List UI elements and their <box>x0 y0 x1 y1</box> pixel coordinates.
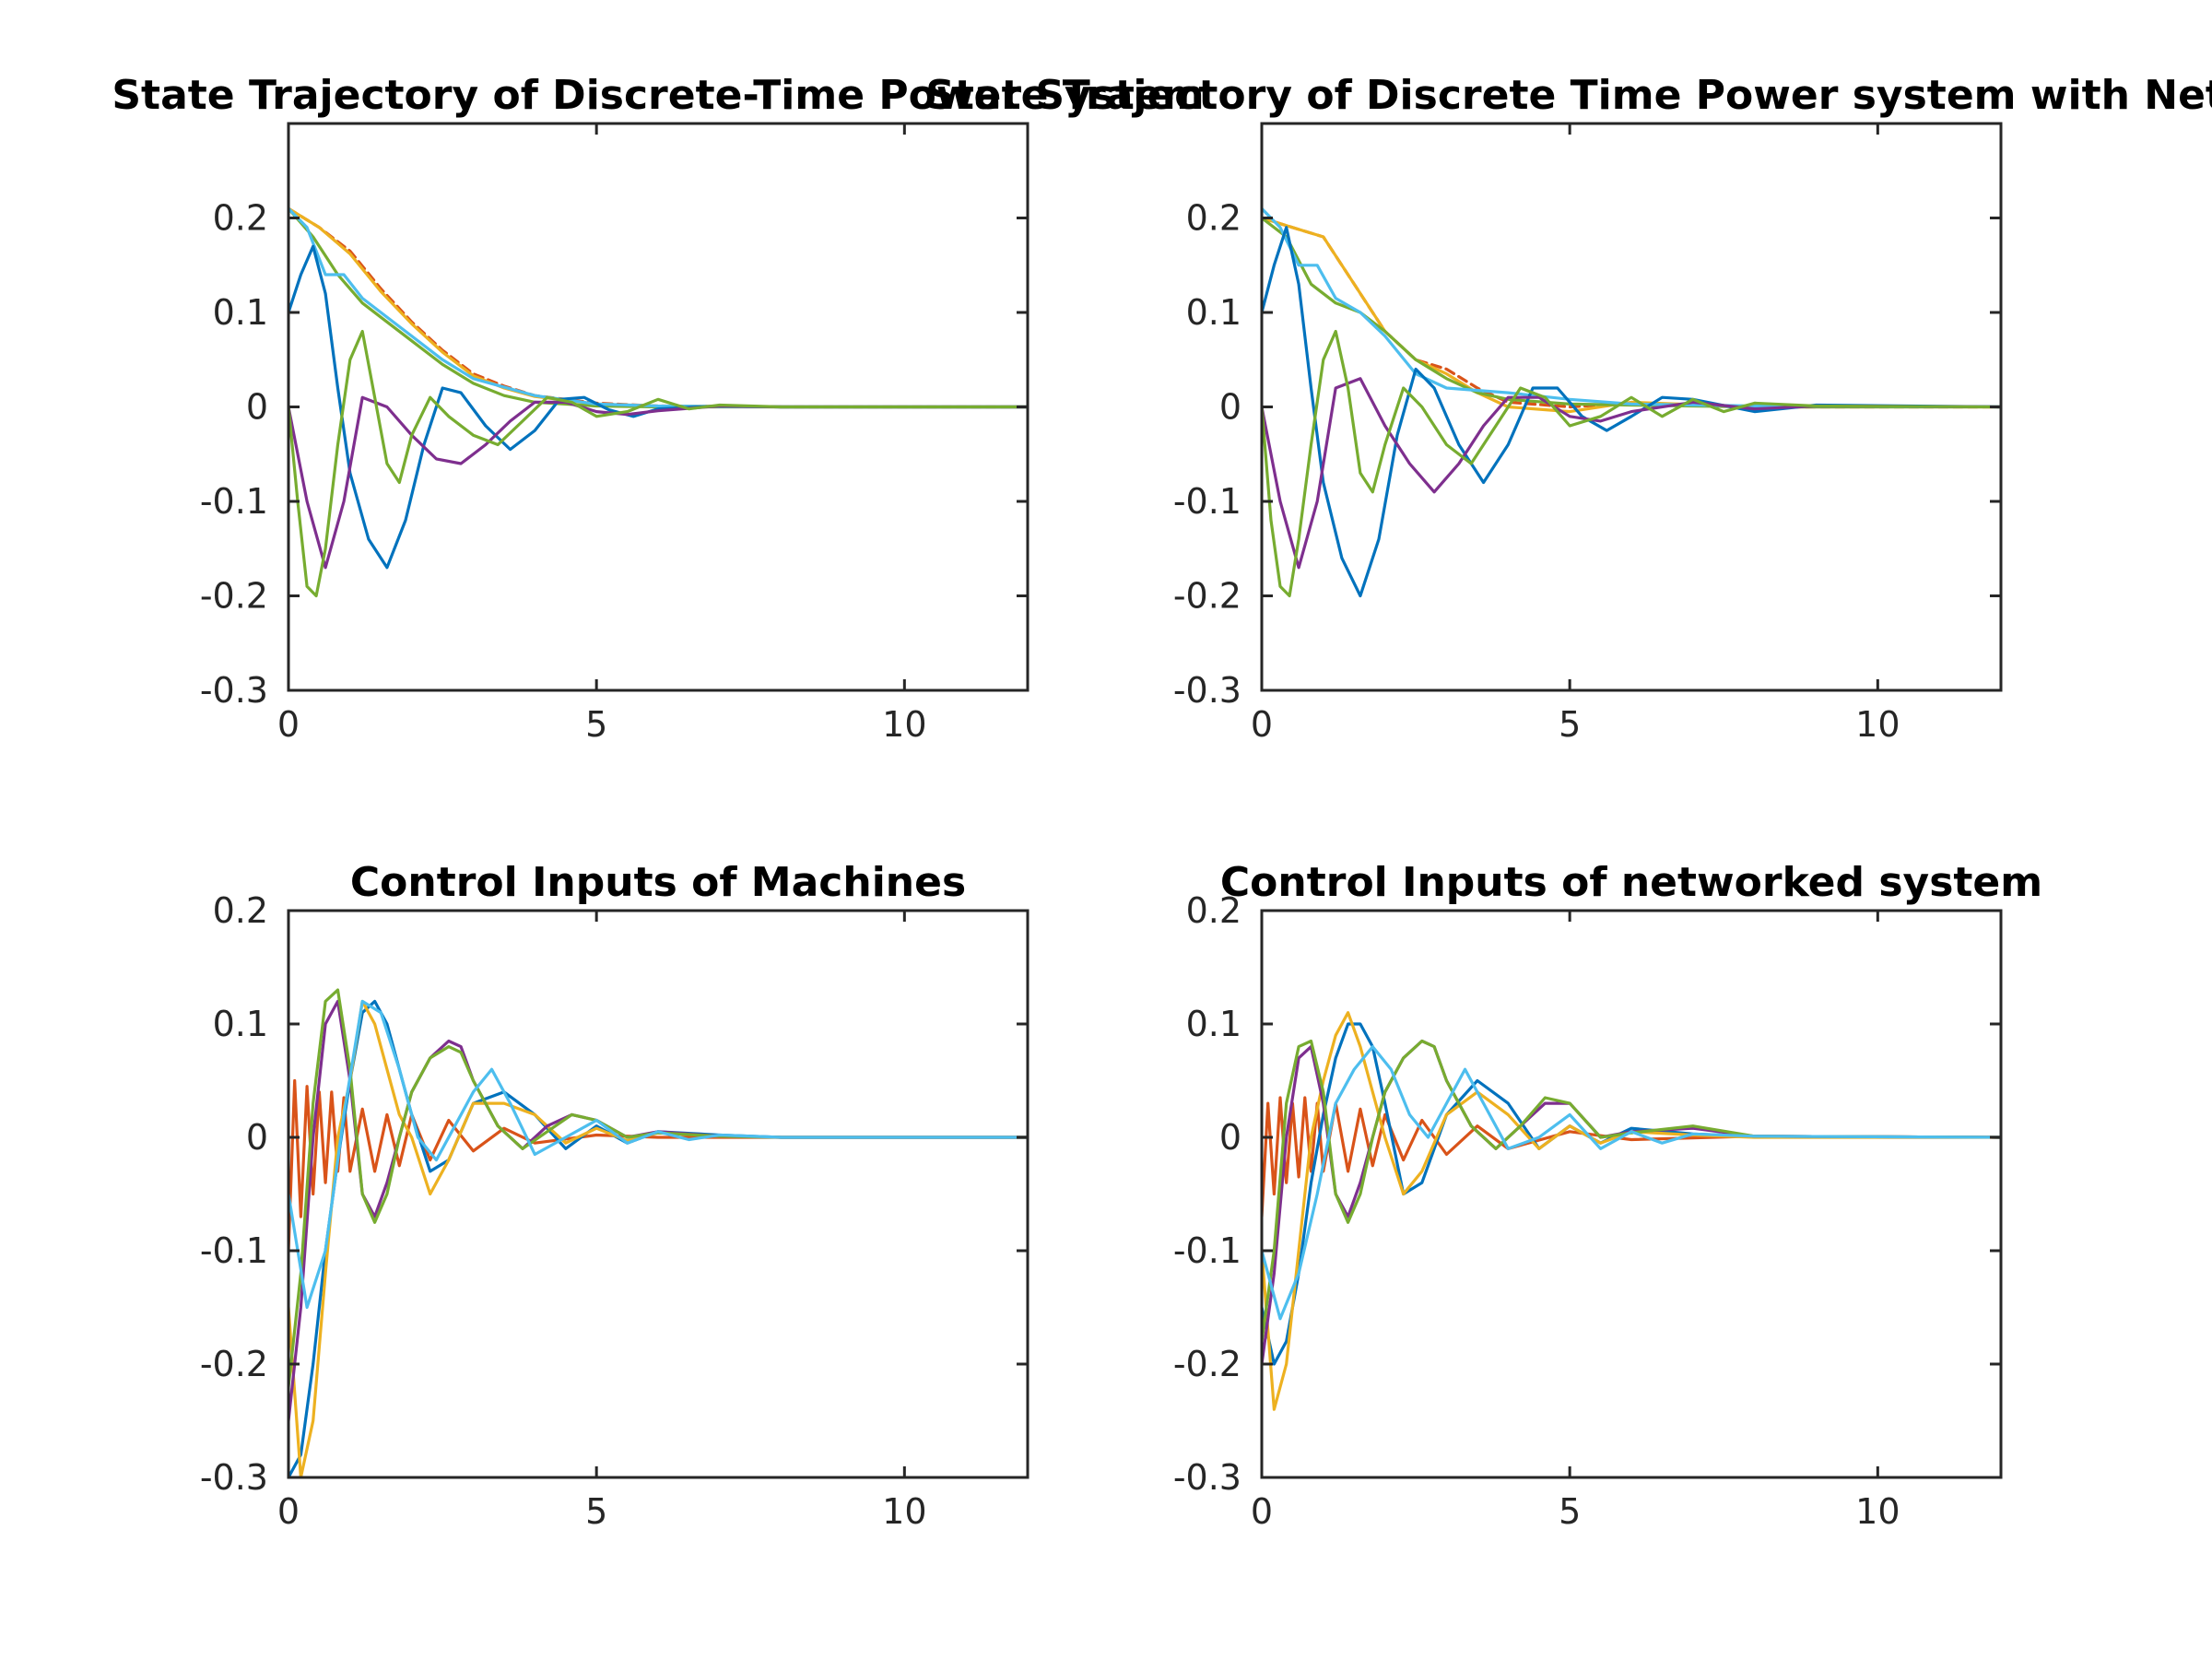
axes-box <box>1260 909 2003 1479</box>
y-tick-label: -0.1 <box>1173 481 1241 522</box>
series-line-1 <box>288 1078 1028 1253</box>
subplot-control-inputs-machines: 0 5 10 -0.3 -0.2 -0.1 0 0.1 0.2 Control Inputs of… <box>200 859 1030 1532</box>
axes-frame <box>287 909 1030 1479</box>
x-tick-label: 5 <box>585 704 607 745</box>
series-line-6 <box>1262 1044 2001 1321</box>
series-line-5 <box>1262 1039 2001 1344</box>
y-tick-label: 0 <box>246 1117 268 1158</box>
y-tick-label: -0.3 <box>1173 670 1241 711</box>
subplot-title: State Trajectory of Discrete Time Power … <box>925 72 2212 119</box>
x-tick-label: 0 <box>277 1491 300 1532</box>
series-group <box>1262 1011 2001 1411</box>
series-line-7 <box>288 329 1028 598</box>
x-tick-label: 0 <box>277 704 300 745</box>
y-tick-label: 0 <box>246 387 268 428</box>
subplot-title: Control Inputs of Machines <box>350 859 966 906</box>
series-line-1 <box>288 206 1028 409</box>
y-tick-label: -0.1 <box>200 481 268 522</box>
y-tick-label: 0.2 <box>213 198 268 239</box>
x-tick-label: 0 <box>1251 1491 1273 1532</box>
y-tick-label: -0.2 <box>200 1344 268 1384</box>
y-tick-label: -0.3 <box>1173 1457 1241 1498</box>
series-line-6 <box>288 395 1028 570</box>
x-tick-label: 5 <box>585 1491 607 1532</box>
y-tick-label: -0.3 <box>200 1457 268 1498</box>
series-line-5 <box>1262 226 2001 598</box>
y-tick-label: -0.1 <box>1173 1230 1241 1271</box>
y-tick-label: -0.1 <box>200 1230 268 1271</box>
x-tick-label: 5 <box>1559 704 1581 745</box>
y-tick-label: 0.1 <box>1186 292 1241 333</box>
series-line-6 <box>288 999 1028 1310</box>
y-tick-label: 0.2 <box>213 890 268 931</box>
axes-frame <box>1260 909 2003 1479</box>
series-group <box>1262 206 2001 598</box>
series-line-5 <box>288 988 1028 1389</box>
series-line-3 <box>1262 1011 2001 1411</box>
x-tick-label: 10 <box>882 704 926 745</box>
y-tick-label: 0 <box>1219 387 1241 428</box>
series-line-4 <box>288 206 1028 409</box>
x-tick-label: 10 <box>1855 1491 1900 1532</box>
series-group <box>288 988 1028 1477</box>
x-tick-label: 5 <box>1559 1491 1581 1532</box>
series-group <box>288 206 1028 598</box>
subplot-state-trajectory-networked: 0 5 10 -0.3 -0.2 -0.1 0 0.1 0.2 State Trajectory … <box>925 72 2212 745</box>
y-tick-label: -0.2 <box>1173 576 1241 617</box>
y-tick-label: 0.2 <box>1186 198 1241 239</box>
x-tick-label: 10 <box>1855 704 1900 745</box>
series-line-2 <box>1262 216 2001 414</box>
y-tick-label: 0 <box>1219 1117 1241 1158</box>
series-line-7 <box>1262 329 2001 598</box>
y-tick-label: 0.1 <box>1186 1004 1241 1044</box>
y-tick-label: -0.3 <box>200 670 268 711</box>
y-tick-label: -0.2 <box>1173 1344 1241 1384</box>
axes-box <box>287 909 1030 1479</box>
x-tick-label: 0 <box>1251 704 1273 745</box>
y-tick-label: 0.2 <box>1186 890 1241 931</box>
subplot-title: Control Inputs of networked system <box>1220 859 2042 906</box>
y-tick-label: 0.1 <box>213 1004 268 1044</box>
subplot-title: State Trajectory of Discrete-Time Power … <box>112 72 1204 119</box>
subplot-state-trajectory: 0 5 10 -0.3 -0.2 -0.1 0 0.1 0.2 State Trajectory … <box>112 72 1204 745</box>
x-tick-label: 10 <box>882 1491 926 1532</box>
y-tick-label: 0.1 <box>213 292 268 333</box>
y-tick-label: -0.2 <box>200 576 268 617</box>
